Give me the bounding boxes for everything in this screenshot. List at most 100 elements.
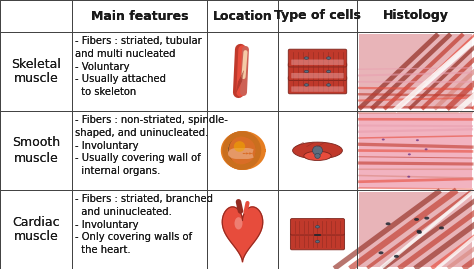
Bar [278, 0, 357, 32]
Bar [207, 0, 278, 32]
Ellipse shape [235, 217, 243, 229]
Ellipse shape [316, 226, 319, 228]
Bar [357, 190, 474, 269]
Bar [278, 0, 357, 32]
FancyBboxPatch shape [288, 76, 346, 94]
Bar [0, 32, 72, 111]
Bar [357, 190, 474, 269]
FancyBboxPatch shape [291, 219, 345, 235]
Bar [72, 111, 207, 190]
Text: - Fibers : striated, branched
  and uninucleated.
- Involuntary
- Only covering : - Fibers : striated, branched and uninuc… [75, 194, 213, 255]
FancyBboxPatch shape [291, 59, 344, 65]
Bar [357, 111, 474, 190]
Bar [278, 32, 357, 111]
Bar [207, 111, 278, 190]
Text: - Fibers : striated, tubular
and multi nucleated
- Voluntary
- Usually attached
: - Fibers : striated, tubular and multi n… [75, 36, 202, 97]
Ellipse shape [385, 222, 391, 225]
Bar [207, 0, 278, 32]
Text: Cardiac
muscle: Cardiac muscle [12, 215, 60, 243]
Bar [207, 0, 278, 32]
Bar [278, 190, 357, 269]
Ellipse shape [439, 226, 444, 229]
Bar [0, 111, 72, 190]
Ellipse shape [304, 57, 309, 59]
Ellipse shape [414, 218, 419, 221]
Bar [357, 0, 474, 32]
Text: Type of cells: Type of cells [274, 9, 361, 23]
FancyBboxPatch shape [291, 233, 345, 250]
Bar [72, 32, 207, 111]
Bar [278, 32, 357, 111]
Bar [0, 111, 72, 190]
Bar [0, 111, 72, 190]
Ellipse shape [228, 134, 257, 167]
Bar [0, 190, 72, 269]
Ellipse shape [315, 153, 320, 158]
Bar [0, 111, 72, 190]
Bar [278, 190, 357, 269]
Bar [72, 111, 207, 190]
Ellipse shape [234, 141, 245, 152]
Bar [278, 32, 357, 111]
Text: Main features: Main features [91, 9, 188, 23]
Bar [278, 0, 357, 32]
Bar [207, 32, 278, 111]
Bar [357, 0, 474, 32]
Bar [207, 111, 278, 190]
Ellipse shape [304, 70, 309, 73]
Bar [72, 32, 207, 111]
Bar [357, 190, 474, 269]
Bar [357, 0, 474, 32]
Bar [207, 190, 278, 269]
Bar [357, 32, 474, 111]
Bar [0, 0, 72, 32]
Ellipse shape [292, 142, 342, 159]
Text: Type of cells: Type of cells [274, 9, 361, 23]
Bar [0, 190, 72, 269]
Text: - Fibers : striated, tubular
and multi nucleated
- Voluntary
- Usually attached
: - Fibers : striated, tubular and multi n… [75, 36, 202, 97]
Ellipse shape [394, 255, 399, 258]
Bar [72, 0, 207, 32]
Bar [357, 32, 474, 111]
Text: - Fibers : non-striated, spindle-
shaped, and uninucleated.
- Involuntary
- Usua: - Fibers : non-striated, spindle- shaped… [75, 115, 228, 176]
Bar [72, 111, 207, 190]
Bar [278, 190, 357, 269]
Ellipse shape [316, 240, 319, 243]
Text: Smooth
muscle: Smooth muscle [12, 136, 60, 165]
Text: Skeletal
muscle: Skeletal muscle [11, 58, 61, 86]
Bar [72, 190, 207, 269]
Text: Cardiac
muscle: Cardiac muscle [12, 215, 60, 243]
Bar [207, 32, 278, 111]
Ellipse shape [416, 139, 419, 141]
FancyBboxPatch shape [291, 86, 344, 92]
Ellipse shape [304, 151, 331, 161]
Bar [278, 111, 357, 190]
Bar [0, 0, 72, 32]
Bar [72, 0, 207, 32]
Bar [207, 32, 278, 111]
Bar [359, 113, 472, 188]
Bar [0, 32, 72, 111]
Bar [357, 32, 474, 111]
Ellipse shape [327, 70, 330, 73]
Ellipse shape [327, 57, 330, 59]
Bar [207, 190, 278, 269]
Text: - Fibers : non-striated, spindle-
shaped, and uninucleated.
- Involuntary
- Usua: - Fibers : non-striated, spindle- shaped… [75, 115, 228, 176]
Bar [207, 0, 278, 32]
Bar [0, 0, 72, 32]
Bar [72, 190, 207, 269]
Ellipse shape [327, 84, 330, 86]
Bar [0, 32, 72, 111]
FancyBboxPatch shape [288, 49, 346, 67]
Bar [207, 190, 278, 269]
Bar [357, 111, 474, 190]
Bar [72, 32, 207, 111]
Bar [72, 111, 207, 190]
FancyBboxPatch shape [288, 63, 346, 80]
Bar [357, 32, 474, 111]
Bar [357, 111, 474, 190]
Ellipse shape [312, 146, 322, 155]
Ellipse shape [407, 176, 410, 178]
Bar [207, 111, 278, 190]
Bar [0, 190, 72, 269]
